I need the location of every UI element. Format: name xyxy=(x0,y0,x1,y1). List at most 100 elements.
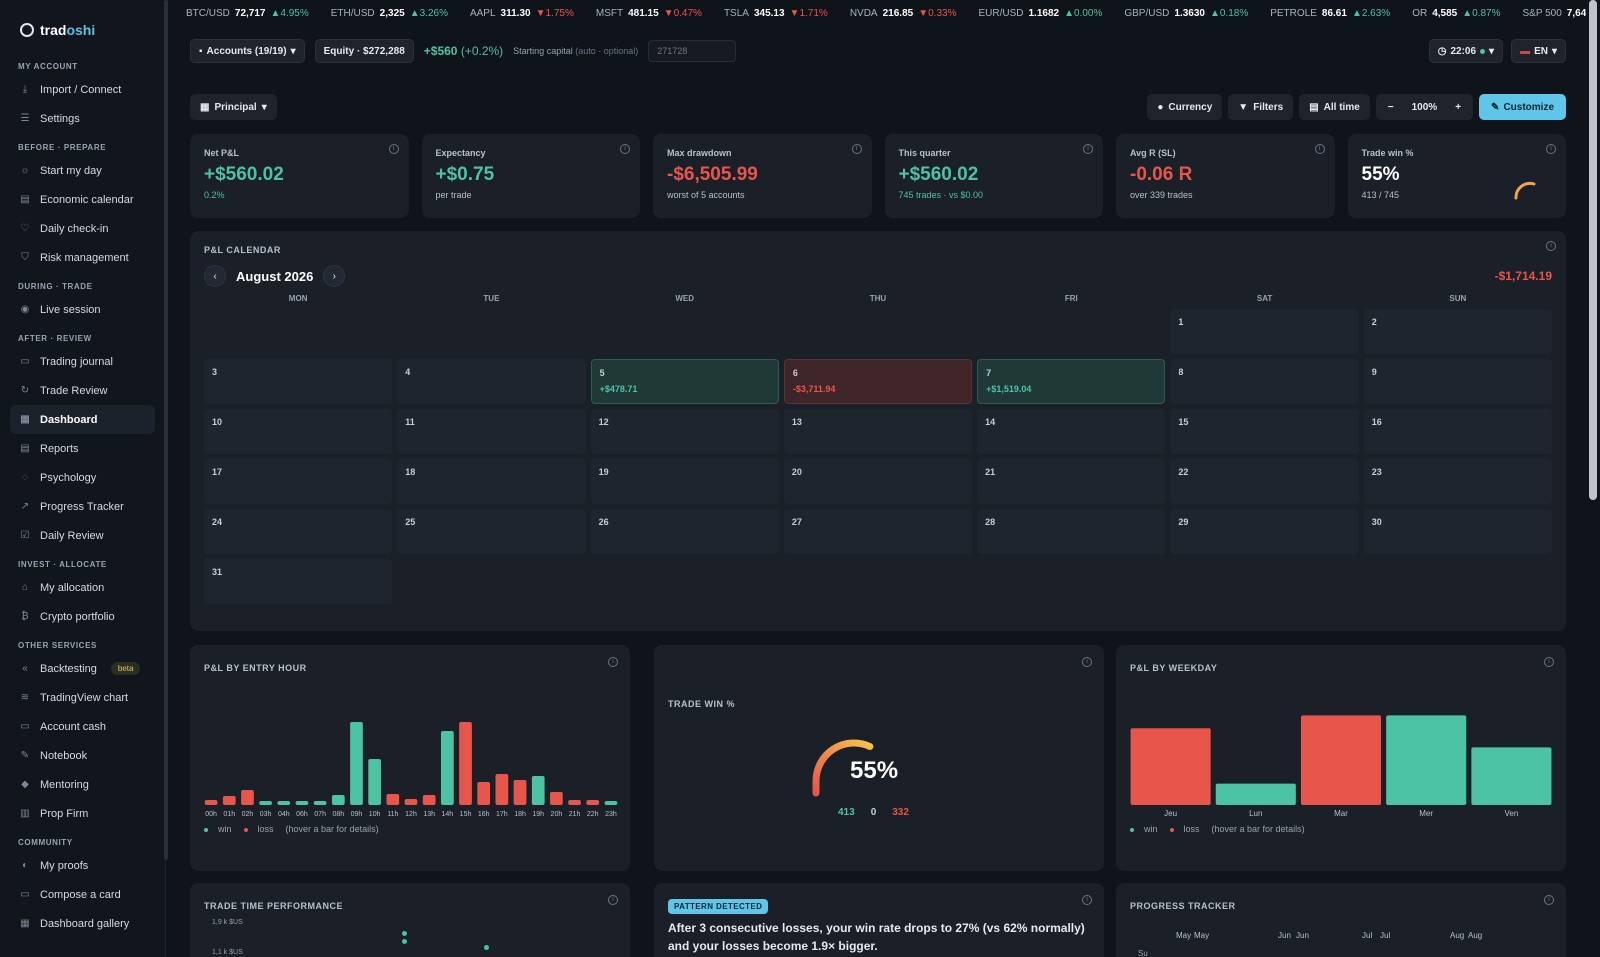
info-icon[interactable]: i xyxy=(1082,657,1092,667)
bar-01h[interactable] xyxy=(222,796,236,805)
sidebar-item-dashboard-gallery[interactable]: ▦ Dashboard gallery xyxy=(10,909,155,938)
ticker-item[interactable]: PETROLE 86.61 ▲2.63% xyxy=(1270,8,1390,19)
calendar-day[interactable]: 27 xyxy=(783,509,973,554)
filters-button[interactable]: ▼ Filters xyxy=(1228,94,1294,120)
calendar-day[interactable]: 16 xyxy=(1363,409,1552,454)
calendar-day[interactable]: 10 xyxy=(204,409,393,454)
period-button[interactable]: ▤ All time xyxy=(1299,94,1370,120)
bar-14h[interactable] xyxy=(440,731,454,805)
sidebar-item-psychology[interactable]: ◌ Psychology xyxy=(10,463,155,492)
sidebar-item-crypto-portfolio[interactable]: ₿ Crypto portfolio xyxy=(10,602,155,631)
brand-logo[interactable]: tradoshi xyxy=(0,0,165,58)
calendar-day[interactable]: 23 xyxy=(1363,459,1552,504)
bar-06h[interactable] xyxy=(295,801,309,805)
calendar-day[interactable]: 3 xyxy=(204,359,393,404)
calendar-day[interactable]: 25 xyxy=(397,509,586,554)
info-icon[interactable]: i xyxy=(1314,144,1325,154)
bar-10h[interactable] xyxy=(368,759,382,805)
sidebar-item-progress-tracker[interactable]: ↗ Progress Tracker xyxy=(10,492,155,521)
bar-15h[interactable] xyxy=(459,722,472,805)
bar-18h[interactable] xyxy=(513,780,527,805)
bar-11h[interactable] xyxy=(386,794,400,805)
language-selector[interactable]: ▬ EN ▾ xyxy=(1511,39,1566,63)
bar-23h[interactable] xyxy=(604,801,618,805)
calendar-day[interactable]: 21 xyxy=(977,459,1166,504)
calendar-day[interactable]: 6 -$3,711.94 xyxy=(783,359,973,404)
clock-button[interactable]: ◷ 22:06 ▾ xyxy=(1428,39,1504,63)
info-icon[interactable]: i xyxy=(608,895,618,905)
page-scrollbar[interactable] xyxy=(1586,0,1600,957)
ticker-item[interactable]: AAPL 311.30 ▼1.75% xyxy=(470,8,574,19)
calendar-day[interactable]: 8 xyxy=(1170,359,1359,404)
calendar-day[interactable]: 22 xyxy=(1170,459,1359,504)
info-icon[interactable]: i xyxy=(608,657,618,667)
info-icon[interactable]: i xyxy=(851,144,862,154)
bar-21h[interactable] xyxy=(568,800,581,805)
bar-08h[interactable] xyxy=(331,795,345,805)
bar-22h[interactable] xyxy=(586,800,600,805)
sidebar-item-prop-firm[interactable]: ▥ Prop Firm xyxy=(10,799,155,828)
sidebar-item-my-allocation[interactable]: ⌂ My allocation xyxy=(10,573,155,602)
calendar-day[interactable]: 9 xyxy=(1363,359,1552,404)
sidebar-item-tradingview-chart[interactable]: ≋ TradingView chart xyxy=(10,683,155,712)
calendar-day[interactable]: 20 xyxy=(783,459,973,504)
ticker-item[interactable]: NVDA 216.85 ▼0.33% xyxy=(850,8,957,19)
info-icon[interactable]: i xyxy=(1544,895,1554,905)
sidebar-item-account-cash[interactable]: ▭ Account cash xyxy=(10,712,155,741)
bar-03h[interactable] xyxy=(259,801,272,805)
prev-month-button[interactable]: ‹ xyxy=(204,265,226,287)
calendar-day[interactable]: 12 xyxy=(590,409,779,454)
bar-20h[interactable] xyxy=(550,792,563,805)
ticker-item[interactable]: ETH/USD 2,325 ▲3.26% xyxy=(331,8,448,19)
bar-Ven[interactable] xyxy=(1471,747,1552,805)
starting-capital-input[interactable] xyxy=(648,40,737,62)
calendar-day[interactable]: 17 xyxy=(204,459,393,504)
sidebar-item-compose-a-card[interactable]: ▭ Compose a card xyxy=(10,880,155,909)
bar-12h[interactable] xyxy=(404,799,418,805)
calendar-day[interactable]: 24 xyxy=(204,509,393,554)
currency-button[interactable]: ● Currency xyxy=(1147,94,1223,120)
bar-07h[interactable] xyxy=(313,801,327,805)
sidebar-scrollbar[interactable] xyxy=(164,0,168,860)
info-icon[interactable]: i xyxy=(1546,241,1556,251)
calendar-day[interactable]: 30 xyxy=(1363,509,1552,554)
zoom-in-button[interactable]: + xyxy=(1455,101,1462,113)
info-icon[interactable]: i xyxy=(1083,144,1093,154)
bar-Jeu[interactable] xyxy=(1130,728,1211,805)
calendar-day[interactable]: 13 xyxy=(783,409,973,454)
view-selector[interactable]: ▦ Principal ▾ xyxy=(190,94,277,120)
bar-13h[interactable] xyxy=(422,795,436,805)
ticker-item[interactable]: S&P 500 7,641 xyxy=(1523,8,1587,19)
bar-00h[interactable] xyxy=(204,800,218,805)
sidebar-item-backtesting[interactable]: « Backtesting beta xyxy=(10,654,155,683)
calendar-day[interactable]: 15 xyxy=(1170,409,1359,454)
calendar-day[interactable]: 7 +$1,519.04 xyxy=(977,359,1166,404)
info-icon[interactable]: i xyxy=(1544,657,1554,667)
calendar-day[interactable]: 1 xyxy=(1170,309,1359,354)
ticker-item[interactable]: MSFT 481.15 ▼0.47% xyxy=(596,8,702,19)
sidebar-item-mentoring[interactable]: ◆ Mentoring xyxy=(10,770,155,799)
info-icon[interactable]: i xyxy=(388,144,399,154)
info-icon[interactable]: i xyxy=(1082,895,1092,905)
calendar-day[interactable]: 18 xyxy=(397,459,586,504)
sidebar-item-settings[interactable]: ☰ Settings xyxy=(10,104,155,133)
next-month-button[interactable]: › xyxy=(323,265,346,287)
sidebar-item-my-proofs[interactable]: ◐ My proofs xyxy=(10,851,155,880)
ticker-item[interactable]: EUR/USD 1.1682 ▲0.00% xyxy=(978,8,1102,19)
calendar-day[interactable]: 19 xyxy=(590,459,779,504)
bar-Mar[interactable] xyxy=(1300,715,1382,805)
sidebar-item-risk-management[interactable]: ⛉ Risk management xyxy=(10,243,155,272)
sidebar-item-start-my-day[interactable]: ☼ Start my day xyxy=(10,156,155,185)
calendar-day[interactable]: 11 xyxy=(397,409,586,454)
sidebar-item-daily-check-in[interactable]: ♡ Daily check-in xyxy=(10,214,155,243)
sidebar-item-reports[interactable]: ▤ Reports xyxy=(10,434,155,463)
sidebar-item-daily-review[interactable]: ☑ Daily Review xyxy=(10,521,155,550)
sidebar-item-economic-calendar[interactable]: ▤ Economic calendar xyxy=(10,185,155,214)
ticker-item[interactable]: GBP/USD 1.3630 ▲0.18% xyxy=(1124,8,1248,19)
calendar-day[interactable]: 5 +$478.71 xyxy=(590,359,779,404)
page-scrollbar-thumb[interactable] xyxy=(1589,0,1597,500)
sidebar-item-dashboard[interactable]: ▦ Dashboard xyxy=(10,405,155,434)
calendar-day[interactable]: 26 xyxy=(590,509,779,554)
ticker-item[interactable]: BTC/USD 72,717 ▲4.95% xyxy=(186,8,309,19)
bar-16h[interactable] xyxy=(477,782,491,805)
